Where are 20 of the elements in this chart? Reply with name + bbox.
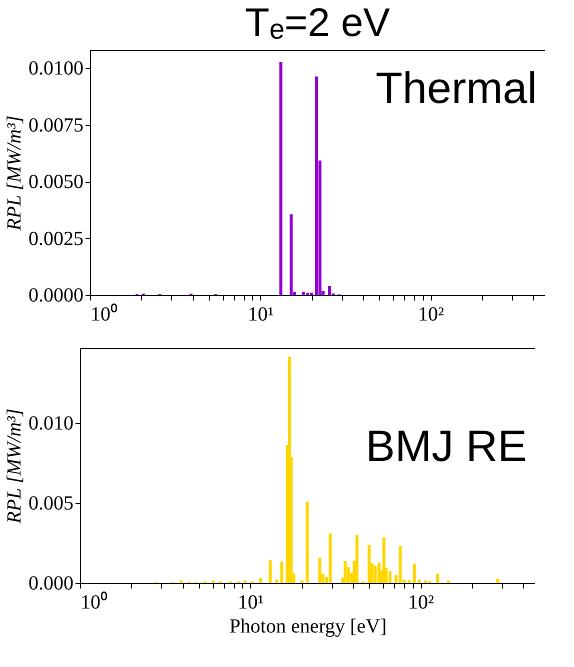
y-tick-label: 0.0050 [28, 171, 84, 194]
y-tick-label: 0.000 [28, 572, 74, 594]
x-axis-title: Photon energy [eV] [229, 616, 387, 638]
x-tick-label: 10² [408, 592, 434, 614]
y-tick-label: 0.0000 [28, 284, 84, 306]
x-tick-label: 10⁰ [90, 302, 118, 326]
y-tick-label: 0.0025 [28, 228, 84, 250]
x-tick-label: 10² [418, 304, 444, 326]
x-tick-label: 10¹ [248, 304, 274, 326]
y-tick-label: 0.0100 [28, 58, 84, 80]
chart-title: Tₑ=2 eV [245, 1, 390, 45]
x-tick-label: 10⁰ [80, 590, 108, 614]
y-tick-label: 0.010 [28, 412, 74, 435]
x-tick-label: 10¹ [238, 592, 264, 614]
y-axis-title: RPL [MW/m³] [4, 408, 26, 525]
annotation: BMJ RE [366, 422, 527, 471]
y-axis-title: RPL [MW/m³] [4, 115, 26, 232]
y-tick-label: 0.005 [28, 492, 74, 515]
annotation: Thermal [376, 64, 537, 113]
y-tick-label: 0.0075 [28, 114, 84, 136]
